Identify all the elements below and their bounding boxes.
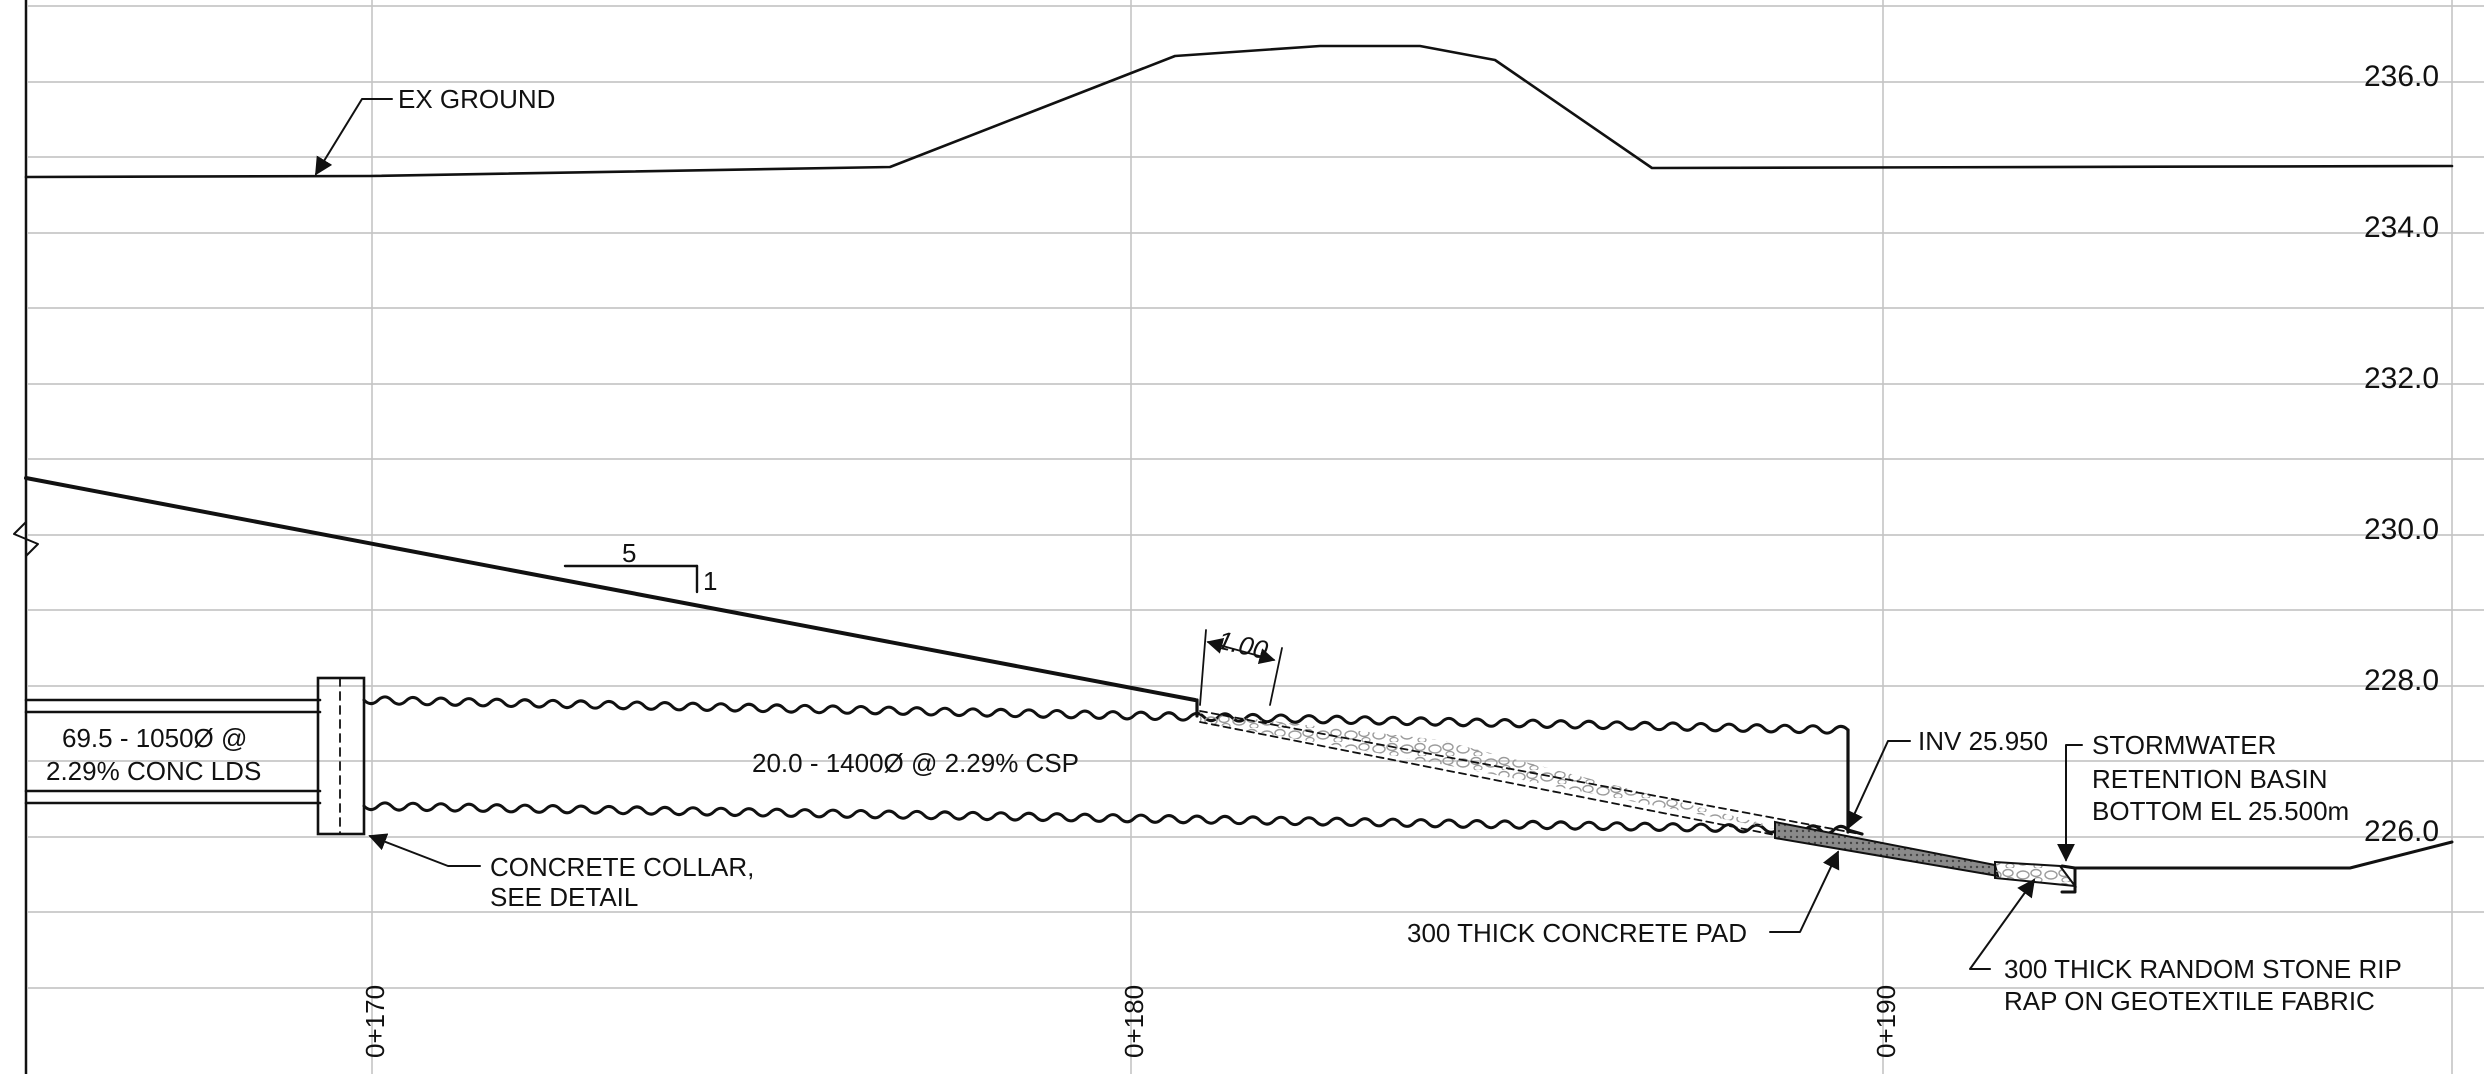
lds-concrete-pipe <box>24 698 322 805</box>
station-labels: 0+170 0+180 0+190 <box>360 985 1901 1058</box>
dimension-label: 1.00 <box>1215 625 1272 666</box>
elevation-label: 230.0 <box>2364 513 2439 546</box>
slope-run-label: 5 <box>622 538 636 568</box>
lds-pipe-label-line1: 69.5 - 1050Ø @ <box>62 723 247 753</box>
elevation-label: 228.0 <box>2364 664 2439 697</box>
basin-label-line3: BOTTOM EL 25.500m <box>2092 796 2349 826</box>
collar-label-line2: SEE DETAIL <box>490 882 638 912</box>
slope-rise-label: 1 <box>703 566 717 596</box>
collar-label-line1: CONCRETE COLLAR, <box>490 852 754 882</box>
elevation-label: 226.0 <box>2364 815 2439 848</box>
csp-corrugated-pipe <box>362 695 1864 836</box>
basin-bottom-line <box>2060 840 2454 894</box>
concrete-pad <box>1774 820 2000 878</box>
station-label: 0+180 <box>1119 985 1149 1058</box>
stone-lining-in-pipe <box>1199 710 1861 838</box>
pad-label: 300 THICK CONCRETE PAD <box>1407 918 1747 948</box>
break-line-icon <box>13 521 39 557</box>
grid <box>24 0 2484 1074</box>
invert-label: INV 25.950 <box>1918 726 2048 756</box>
leader-lines <box>315 98 2083 970</box>
csp-pipe-label: 20.0 - 1400Ø @ 2.29% CSP <box>752 748 1079 778</box>
concrete-collar <box>316 676 366 836</box>
annotations: EX GROUND 5 1 1.00 69.5 - 1050Ø @ 2.29% … <box>46 84 2402 1016</box>
station-label: 0+170 <box>360 985 390 1058</box>
riprap-label-line1: 300 THICK RANDOM STONE RIP <box>2004 954 2402 984</box>
dimension-1-00 <box>1199 629 1283 706</box>
slope-indicator <box>563 564 699 594</box>
basin-label-line2: RETENTION BASIN <box>2092 764 2327 794</box>
basin-label-line1: STORMWATER <box>2092 730 2276 760</box>
existing-ground-line <box>24 44 2454 179</box>
elevation-labels: 236.0 234.0 232.0 230.0 228.0 226.0 <box>2364 60 2439 848</box>
station-label: 0+190 <box>1871 985 1901 1058</box>
lds-pipe-label-line2: 2.29% CONC LDS <box>46 756 261 786</box>
elevation-label: 232.0 <box>2364 362 2439 395</box>
elevation-label: 234.0 <box>2364 211 2439 244</box>
riprap-label-line2: RAP ON GEOTEXTILE FABRIC <box>2004 986 2375 1016</box>
elevation-label: 236.0 <box>2364 60 2439 93</box>
embankment-slope-line <box>24 476 1197 702</box>
ex-ground-label: EX GROUND <box>398 84 555 114</box>
